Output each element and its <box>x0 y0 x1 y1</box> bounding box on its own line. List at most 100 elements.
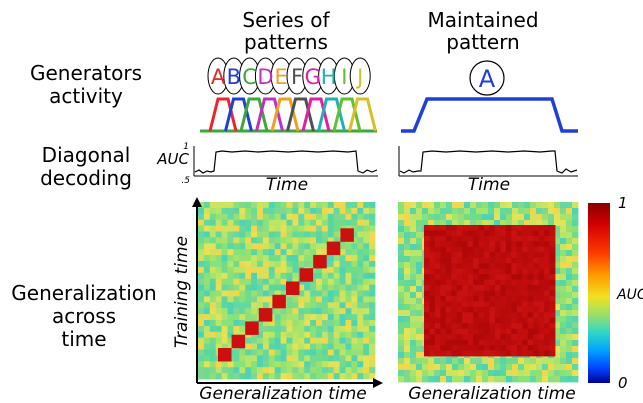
gat-cell <box>363 308 370 315</box>
gat-cell <box>554 268 561 275</box>
gat-cell <box>298 367 305 374</box>
gat-cell <box>458 370 465 377</box>
gat-cell <box>333 355 340 362</box>
gat-cell <box>488 370 495 377</box>
gat-cell <box>351 219 358 226</box>
gat-cell <box>209 308 217 315</box>
gat-sustained-cell <box>511 312 518 319</box>
gat-sustained-cell <box>533 306 540 313</box>
gat-cell <box>321 225 329 232</box>
gat-cell <box>566 352 573 359</box>
gat-cell <box>316 302 323 309</box>
gat-cell <box>227 202 234 209</box>
gat-cell <box>482 214 489 221</box>
gat-cell <box>221 361 228 368</box>
gat-cell <box>494 364 501 371</box>
gat-cell <box>327 361 335 368</box>
gat-cell <box>363 284 370 291</box>
gat-sustained-cell <box>527 301 534 308</box>
gat-cell <box>227 237 234 244</box>
gat-sustained-cell <box>500 257 507 264</box>
gat-sustained-cell <box>462 306 469 313</box>
gat-cell <box>566 358 573 365</box>
gat-cell <box>440 214 447 221</box>
gat-cell <box>416 376 423 383</box>
gat-cell <box>292 249 299 256</box>
gat-cell <box>500 364 507 371</box>
gat-cell <box>530 202 537 209</box>
gat-cell <box>268 296 276 303</box>
gat-cell <box>369 231 376 238</box>
gat-sustained-cell <box>467 235 474 242</box>
gat-cell <box>198 361 205 368</box>
gat-cell <box>345 308 352 315</box>
gat-cell <box>518 202 525 209</box>
gat-cell <box>245 207 252 215</box>
gat-cell <box>512 376 519 383</box>
gat-cell <box>321 290 329 297</box>
gat-diagonal-block <box>231 334 246 349</box>
gat-sustained-cell <box>462 290 469 297</box>
gat-cell <box>446 214 453 221</box>
gat-cell <box>357 243 364 250</box>
gat-cell <box>345 213 352 221</box>
gat-cell <box>286 314 293 321</box>
gat-cell <box>233 296 240 303</box>
gat-cell <box>333 349 340 356</box>
gat-cell <box>327 213 335 221</box>
gat-sustained-cell <box>538 230 545 237</box>
gat-sustained-cell <box>494 328 501 335</box>
gat-cell <box>262 261 270 268</box>
gat-cell <box>572 208 579 215</box>
gat-sustained-cell <box>462 285 469 291</box>
gat-sustained-cell <box>538 225 545 231</box>
gat-cell <box>310 302 317 309</box>
gat-cell <box>524 376 531 383</box>
gat-cell <box>292 343 299 350</box>
gat-cell <box>476 214 483 221</box>
gat-sustained-cell <box>527 241 534 248</box>
gat-cell <box>554 310 561 317</box>
gat-cell <box>321 349 329 356</box>
gat-sustained-cell <box>467 350 474 357</box>
gat-sustained-cell <box>456 306 463 313</box>
gat-cell <box>268 343 276 350</box>
gat-cell <box>494 370 501 377</box>
diagonal-decoding-left: AUC 1 .5 Time <box>156 142 378 195</box>
gat-cell <box>280 213 287 221</box>
gat-cell <box>369 249 376 256</box>
gat-cell <box>357 331 364 339</box>
gat-sustained-cell <box>538 235 545 242</box>
gat-sustained-cell <box>544 257 550 264</box>
gat-cell <box>245 308 252 315</box>
gat-sustained-cell <box>538 295 545 302</box>
gat-sustained-cell <box>445 339 452 346</box>
gat-sustained-cell <box>511 279 518 286</box>
gat-cell <box>542 214 549 221</box>
gat-sustained-cell <box>544 290 550 297</box>
gat-sustained-cell <box>434 334 441 341</box>
gat-cell <box>363 373 370 380</box>
gat-cell <box>566 202 573 209</box>
gat-cell <box>410 280 417 287</box>
gat-cell <box>566 346 573 353</box>
gat-cell <box>476 220 483 227</box>
gat-cell <box>321 213 329 221</box>
gat-cell <box>339 308 346 315</box>
gat-cell <box>566 376 573 383</box>
gat-cell <box>470 364 477 371</box>
gat-cell <box>203 202 211 209</box>
gat-sustained-cell <box>511 235 518 242</box>
gat-sustained-cell <box>505 312 512 319</box>
generator-trace <box>317 97 346 132</box>
gat-sustained-cell <box>473 295 479 302</box>
gat-cell <box>554 220 561 227</box>
gat-cell <box>327 320 335 327</box>
gat-sustained-cell <box>451 312 458 319</box>
gat-cell <box>321 284 329 291</box>
gat-cell <box>257 231 264 238</box>
gat-cell <box>351 337 358 344</box>
gat-sustained-cell <box>467 263 474 270</box>
gat-cell <box>310 373 317 380</box>
gat-sustained-cell <box>533 301 540 308</box>
